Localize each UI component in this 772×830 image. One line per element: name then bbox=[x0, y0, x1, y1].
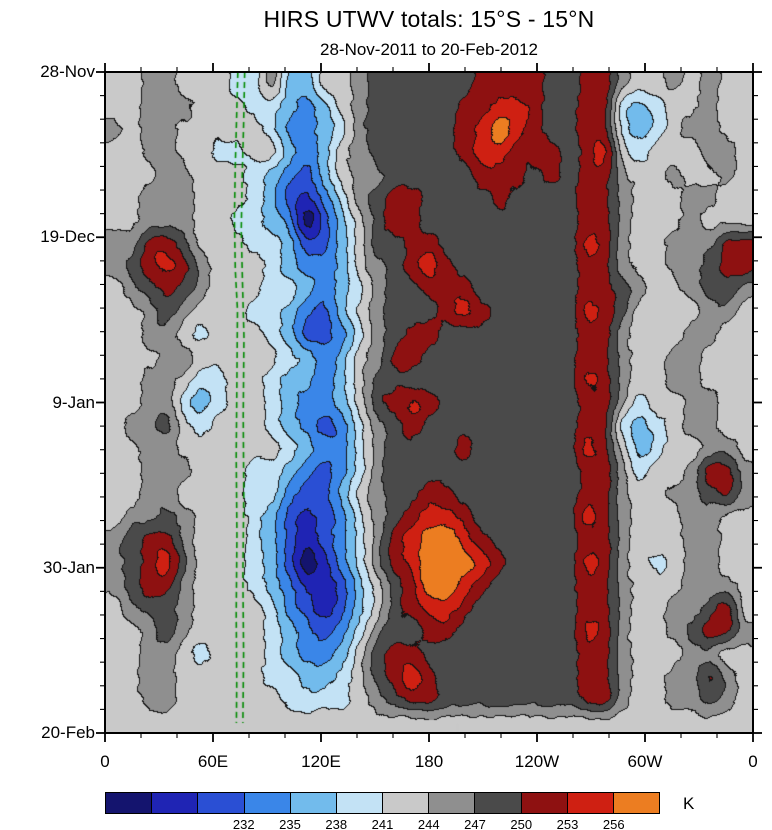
colorbar-box bbox=[382, 793, 429, 813]
y-tick-label: 28-Nov bbox=[40, 62, 95, 81]
colorbar-box bbox=[289, 793, 336, 813]
colorbar-tick-label: 238 bbox=[325, 817, 348, 830]
colorbar-box bbox=[612, 793, 660, 813]
x-tick-label: 60W bbox=[627, 752, 663, 771]
colorbar bbox=[105, 792, 660, 814]
x-tick-label: 120E bbox=[301, 752, 341, 771]
colorbar-box bbox=[243, 793, 290, 813]
colorbar-box bbox=[106, 793, 152, 813]
colorbar-tick-label: 247 bbox=[464, 817, 486, 830]
colorbar-box bbox=[197, 793, 244, 813]
chart-subtitle: 28-Nov-2011 to 20-Feb-2012 bbox=[320, 40, 538, 59]
y-tick-label: 30-Jan bbox=[43, 557, 95, 577]
colorbar-box bbox=[335, 793, 383, 813]
x-tick-label: 180 bbox=[414, 752, 444, 771]
y-tick-label: 9-Jan bbox=[52, 392, 95, 412]
x-tick-label: 0 bbox=[100, 752, 110, 771]
colorbar-tick-label: 253 bbox=[556, 817, 579, 830]
x-tick-label: 60E bbox=[197, 752, 229, 771]
colorbar-box bbox=[151, 793, 198, 813]
y-tick-label: 20-Feb bbox=[41, 723, 95, 742]
y-tick-label: 19-Dec bbox=[40, 227, 95, 247]
colorbar-box bbox=[474, 793, 521, 813]
colorbar-tick-label: 241 bbox=[371, 817, 394, 830]
x-tick-label: 120W bbox=[514, 752, 560, 771]
colorbar-unit-label: K bbox=[683, 794, 695, 813]
colorbar-tick-label: 232 bbox=[232, 817, 255, 830]
x-tick-label: 0 bbox=[748, 752, 758, 771]
colorbar-tick-label: 244 bbox=[417, 817, 440, 830]
colorbar-tick-label: 250 bbox=[510, 817, 533, 830]
colorbar-box bbox=[428, 793, 475, 813]
colorbar-tick-label: 235 bbox=[279, 817, 301, 830]
colorbar-box bbox=[520, 793, 567, 813]
colorbar-tick-label: 256 bbox=[602, 817, 625, 830]
heatmap-canvas bbox=[105, 72, 753, 733]
colorbar-box bbox=[566, 793, 613, 813]
chart-title: HIRS UTWV totals: 15°S - 15°N bbox=[263, 6, 595, 32]
